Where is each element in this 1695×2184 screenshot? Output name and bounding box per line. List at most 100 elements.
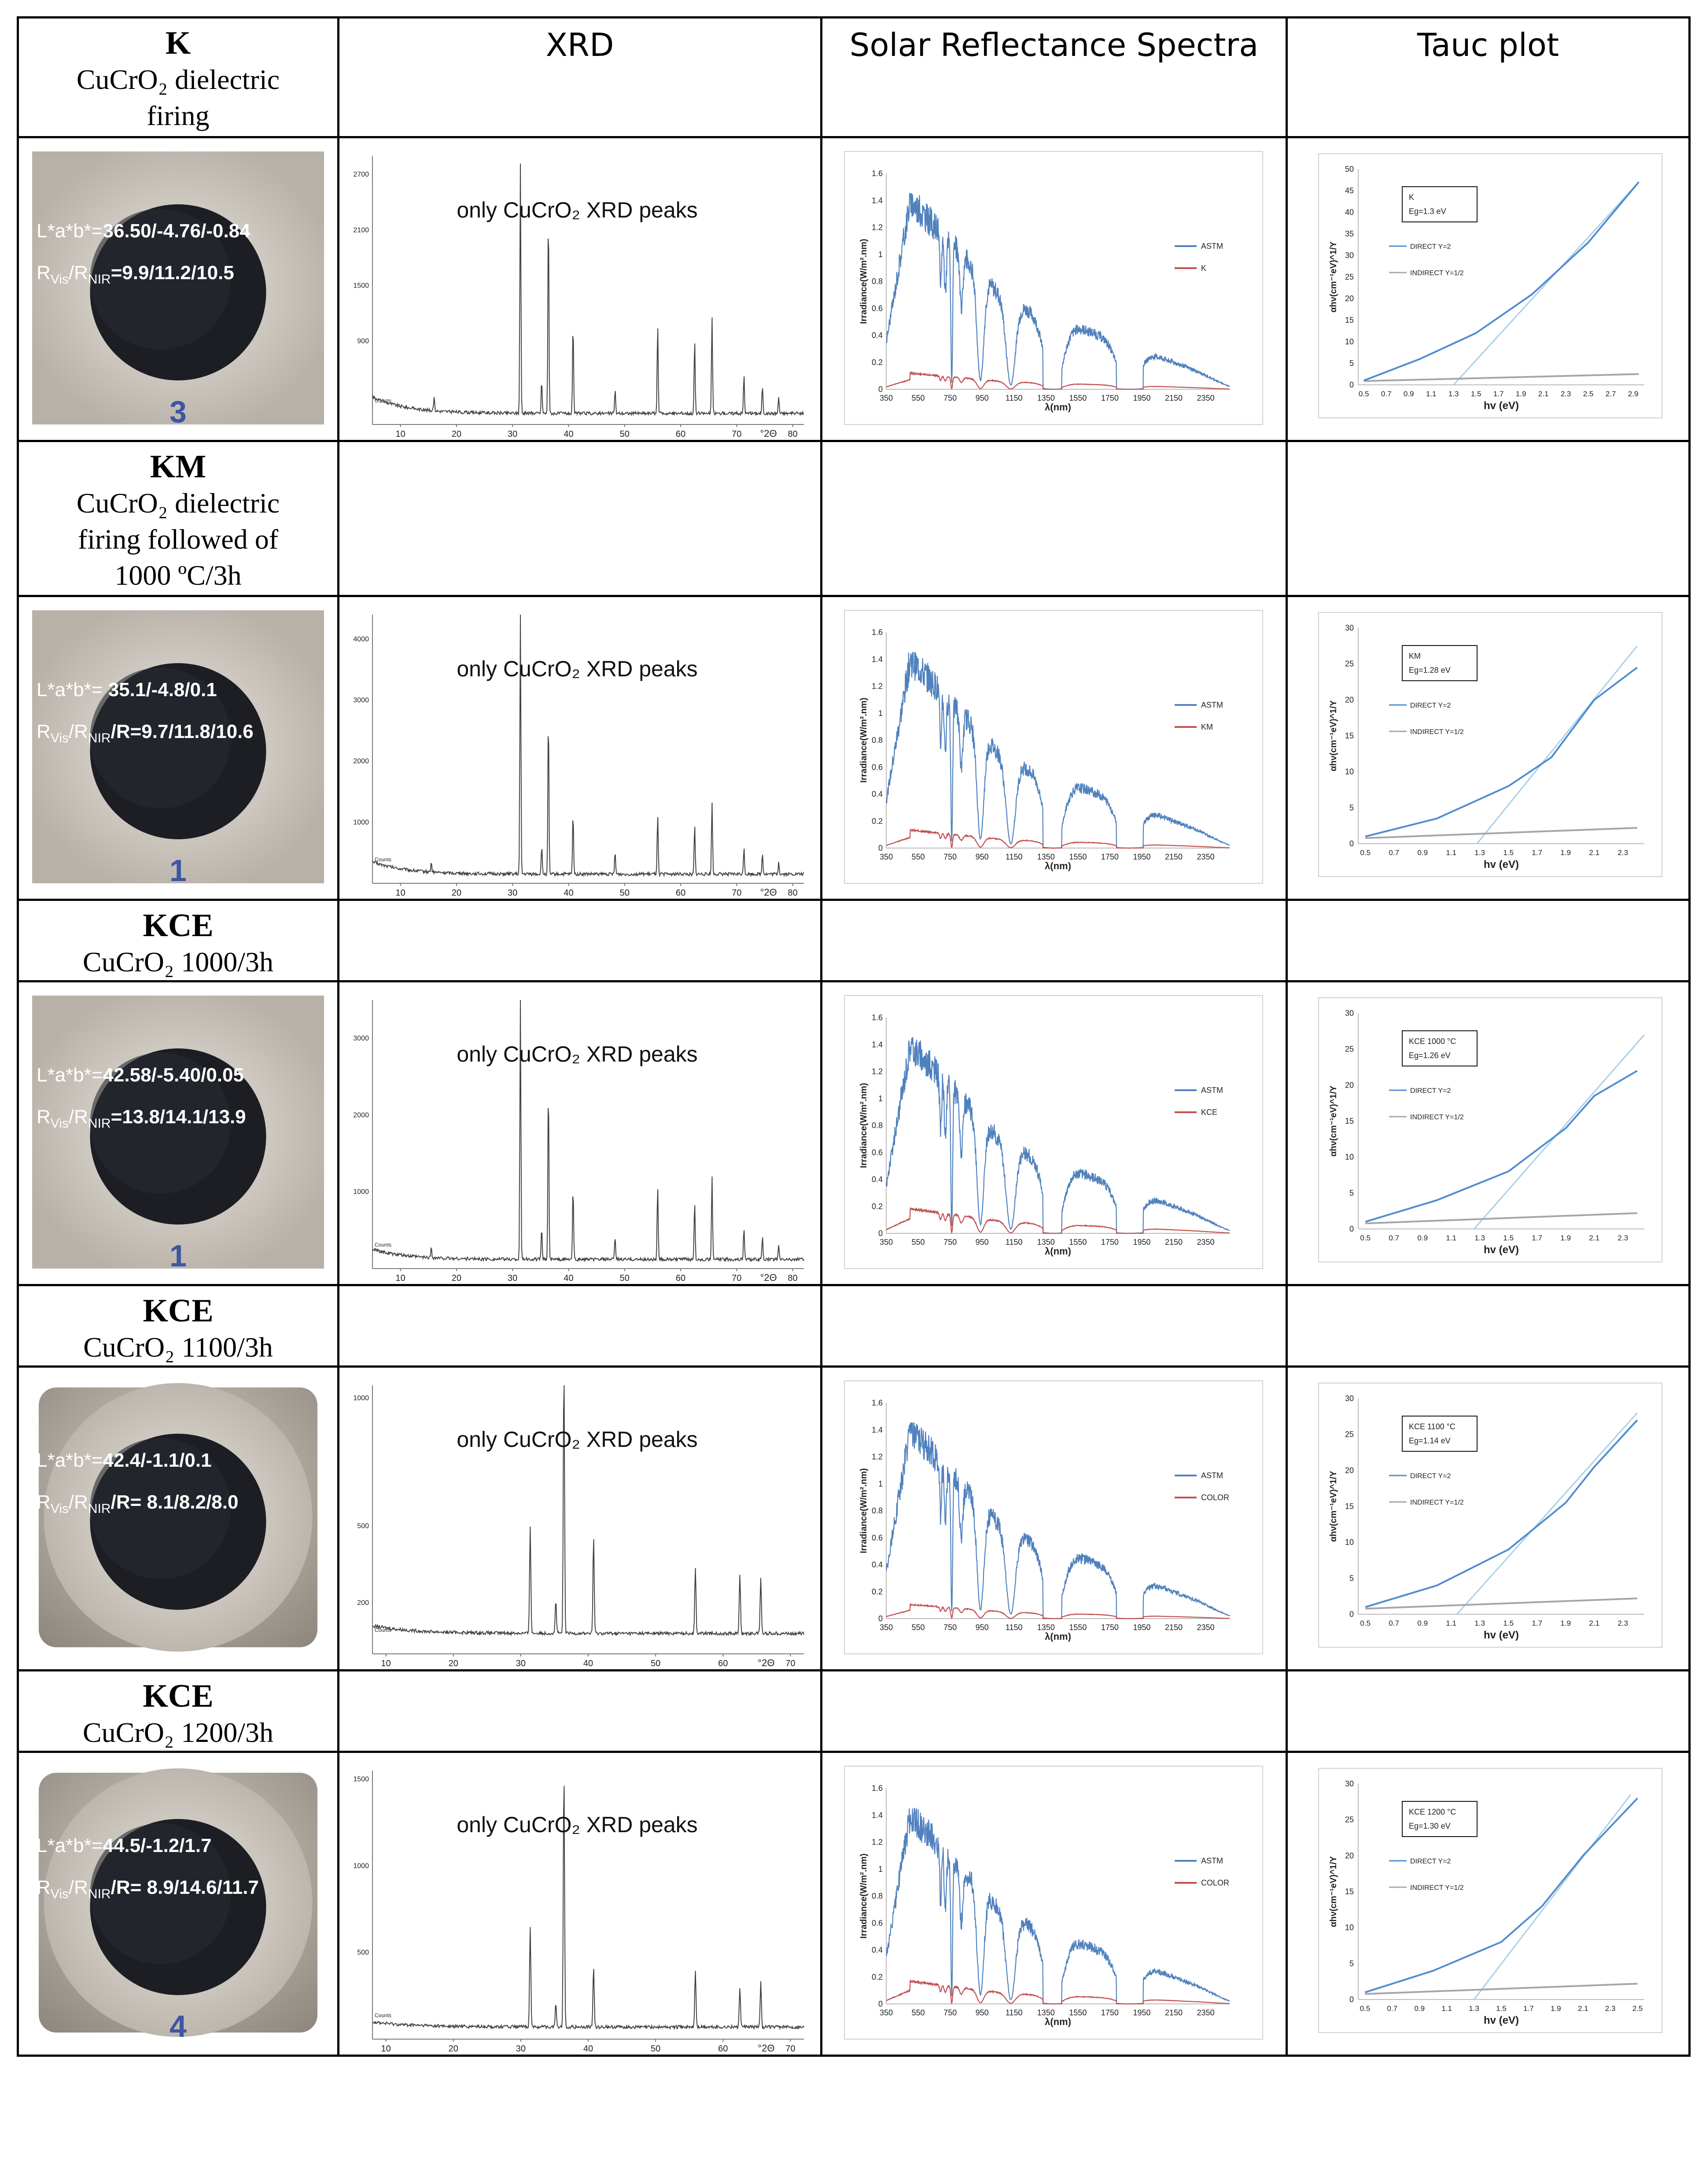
xrd-y-tick-label: 1500 — [353, 282, 369, 289]
solar-y-tick-label: 0.4 — [872, 331, 883, 340]
legend-astm-label: ASTM — [1201, 242, 1223, 251]
solar-y-tick-label: 1.2 — [872, 1067, 883, 1076]
tauc-x-tick-label: 0.5 — [1360, 2004, 1371, 2013]
direct-curve-line — [1365, 1419, 1638, 1608]
tauc-eg-box — [1402, 1801, 1478, 1837]
legend-indirect-label: INDIRECT Y=1/2 — [1410, 728, 1464, 736]
tauc-box-title: KM — [1409, 652, 1421, 660]
tauc-x-tick-label: 2.3 — [1618, 1234, 1628, 1242]
solar-y-tick-label: 0.6 — [872, 304, 883, 313]
lab-value: 36.50/-4.76/-0.84 — [103, 220, 251, 242]
tauc-y-label: αhν(cm⁻¹eV)^1/Y — [1329, 1471, 1338, 1542]
solar-x-tick-label: 1550 — [1069, 852, 1087, 861]
solar-frame — [844, 151, 1263, 425]
tauc-x-tick-label: 2.7 — [1606, 390, 1616, 398]
xrd-x-tick-label: 70 — [732, 888, 741, 896]
sample-header-cell: K CuCrO₂ dielectric firing — [17, 16, 339, 138]
sample-name: KCE — [143, 1678, 214, 1714]
solar-x-tick-label: 950 — [976, 1623, 989, 1632]
xrd-x-tick-label: 50 — [651, 1659, 660, 1667]
solar-frame — [844, 995, 1263, 1269]
solar-y-tick-label: 1.6 — [872, 1398, 883, 1407]
tauc-y-label: αhν(cm⁻¹eV)^1/Y — [1329, 1085, 1338, 1157]
solar-x-tick-label: 950 — [976, 2008, 989, 2017]
tauc-x-tick-label: 1.3 — [1474, 849, 1485, 857]
tauc-y-tick-label: 30 — [1345, 1779, 1354, 1788]
lab-label: L*a*b*= — [37, 1064, 103, 1086]
xrd-x-unit: °2Θ — [760, 1272, 777, 1282]
r-slash: /R — [69, 1106, 88, 1128]
legend-sample-label: KM — [1201, 723, 1213, 731]
sample-desc-line: CuCrO₂ dielectric — [76, 487, 280, 519]
xrd-y-tick-label: 2100 — [353, 226, 369, 234]
tauc-y-tick-label: 30 — [1345, 1009, 1354, 1018]
solar-x-tick-label: 2150 — [1165, 852, 1183, 861]
lab-value: 42.4/-1.1/0.1 — [103, 1450, 211, 1471]
solar-y-tick-label: 0.2 — [872, 1587, 883, 1596]
indirect-curve-line — [1365, 1212, 1637, 1225]
tauc-y-tick-label: 5 — [1349, 359, 1354, 368]
solar-cell: 0 0.2 0.4 0.6 0.8 1 1.2 1.4 1.6 350 550 750 950 1150 1… — [820, 595, 1288, 901]
solar-y-tick-label: 1.6 — [872, 169, 883, 178]
tauc-y-tick-label: 25 — [1345, 1430, 1354, 1439]
solar-x-tick-label: 1950 — [1133, 394, 1150, 402]
solar-x-tick-label: 2150 — [1165, 1623, 1183, 1632]
solar-y-tick-label: 0.8 — [872, 1121, 883, 1130]
solar-y-tick-label: 0.4 — [872, 1175, 883, 1184]
legend-astm-label: ASTM — [1201, 701, 1223, 709]
tauc-x-tick-label: 1.5 — [1503, 1619, 1514, 1627]
xrd-x-tick-label: 80 — [788, 888, 797, 896]
tauc-frame — [1318, 153, 1662, 418]
solar-y-tick-label: 0.2 — [872, 358, 883, 367]
solar-y-tick-label: 1 — [878, 709, 883, 718]
solar-y-tick-label: 0 — [878, 2000, 883, 2008]
tauc-y-tick-label: 30 — [1345, 251, 1354, 260]
solar-x-tick-label: 350 — [880, 394, 893, 402]
tauc-x-tick-label: 1.9 — [1551, 2004, 1561, 2013]
xrd-x-unit: °2Θ — [758, 2043, 774, 2052]
solar-chart: 0 0.2 0.4 0.6 0.8 1 1.2 1.4 1.6 350 550 750 950 1150 1… — [844, 1766, 1263, 2040]
tauc-x-tick-label: 1.3 — [1469, 2004, 1479, 2013]
tauc-y-tick-label: 5 — [1349, 803, 1354, 812]
tauc-x-tick-label: 0.5 — [1359, 390, 1369, 398]
sample-spectrum-line — [886, 1979, 1230, 2005]
legend-astm-label: ASTM — [1201, 1471, 1223, 1480]
empty-cell — [1286, 440, 1691, 597]
data-row: 1 L*a*b*= 35.1/-4.8/0.1 RVis/RNIR/R=9.7/11… — [17, 595, 1691, 901]
solar-x-tick-label: 1950 — [1133, 852, 1150, 861]
xrd-x-unit: °2Θ — [760, 887, 777, 896]
solar-y-tick-label: 0.8 — [872, 1506, 883, 1515]
xrd-chart: 1000 2000 3000 Counts 10 20 30 40 50 60 70 80 °2Θ onl… — [353, 1000, 804, 1283]
solar-x-tick-label: 1750 — [1101, 394, 1119, 402]
xrd-x-tick-label: 40 — [564, 888, 573, 896]
solar-chart: 0 0.2 0.4 0.6 0.8 1 1.2 1.4 1.6 350 550 750 950 1150 1… — [844, 1380, 1263, 1654]
lab-values: L*a*b*= 35.1/-4.8/0.1 — [37, 679, 217, 701]
sample-number-mark: 4 — [170, 2009, 187, 2044]
tauc-y-tick-label: 35 — [1345, 229, 1354, 238]
tauc-eg-box — [1402, 1416, 1478, 1452]
r-vis-subscript: Vis — [51, 1887, 69, 1901]
tauc-y-tick-label: 20 — [1345, 1466, 1354, 1475]
sample-desc-line: firing followed of — [78, 524, 278, 555]
tauc-y-tick-label: 10 — [1345, 767, 1354, 776]
legend-sample-label: K — [1201, 264, 1206, 273]
tauc-y-tick-label: 25 — [1345, 1045, 1354, 1054]
tauc-y-tick-label: 20 — [1345, 1851, 1354, 1860]
xrd-y-tick-label: 900 — [357, 338, 369, 345]
photo-cell: 1 L*a*b*= 35.1/-4.8/0.1 RVis/RNIR/R=9.7/11… — [17, 595, 339, 901]
xrd-annotation: only CuCrO₂ XRD peaks — [457, 1042, 697, 1066]
header-row: K CuCrO₂ dielectric firing XRD Solar Ref… — [17, 16, 1691, 138]
tauc-y-tick-label: 5 — [1349, 1574, 1354, 1583]
solar-x-tick-label: 350 — [880, 852, 893, 861]
solar-y-tick-label: 0.4 — [872, 1946, 883, 1955]
r-slash: /R — [69, 1877, 88, 1898]
tauc-x-tick-label: 0.5 — [1360, 1234, 1371, 1242]
solar-y-tick-label: 1.4 — [872, 1425, 883, 1434]
tauc-y-tick-label: 25 — [1345, 1815, 1354, 1824]
xrd-y-tick-label: 500 — [357, 1949, 369, 1956]
xrd-x-tick-label: 60 — [676, 1273, 685, 1282]
direct-curve-line — [1365, 1070, 1638, 1223]
xrd-x-tick-label: 20 — [449, 2044, 458, 2052]
solar-x-tick-label: 950 — [976, 1238, 989, 1247]
